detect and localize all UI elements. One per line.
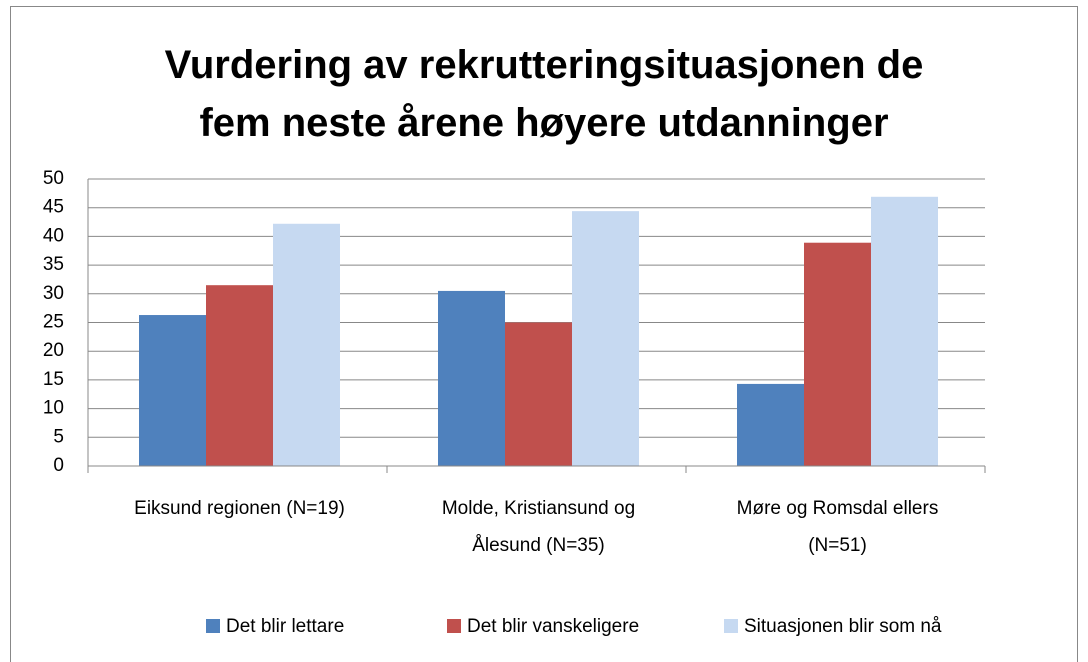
legend-swatch: [724, 619, 738, 633]
legend-swatch: [206, 619, 220, 633]
y-tick-label: 50: [43, 168, 64, 189]
bar: [206, 285, 273, 466]
y-tick-label: 35: [43, 254, 64, 275]
y-tick-label: 10: [43, 398, 64, 419]
bar: [139, 315, 206, 466]
bar: [572, 211, 639, 466]
legend-swatch: [447, 619, 461, 633]
legend-label: Det blir lettare: [226, 616, 344, 637]
y-tick-label: 25: [43, 312, 64, 333]
legend-label: Situasjonen blir som nå: [744, 616, 942, 637]
y-tick-label: 15: [43, 369, 64, 390]
bar: [505, 322, 572, 466]
y-tick-label: 30: [43, 283, 64, 304]
bar: [804, 242, 871, 466]
y-tick-label: 0: [53, 455, 64, 476]
bar: [273, 223, 340, 466]
bar: [438, 290, 505, 466]
y-tick-label: 45: [43, 197, 64, 218]
legend-label: Det blir vanskeligere: [467, 616, 639, 637]
bar: [871, 196, 938, 466]
y-tick-label: 5: [53, 426, 64, 447]
x-tick-label: Molde, Kristiansund og Ålesund (N=35): [441, 498, 636, 556]
x-tick-label: Eiksund regionen (N=19): [134, 498, 345, 519]
bar: [737, 383, 804, 466]
x-tick-label: Møre og Romsdal ellers (N=51): [736, 498, 939, 556]
y-tick-label: 20: [43, 340, 64, 361]
chart-title: Vurdering av rekrutteringsituasjonen de …: [164, 43, 924, 145]
y-tick-label: 40: [43, 225, 64, 246]
